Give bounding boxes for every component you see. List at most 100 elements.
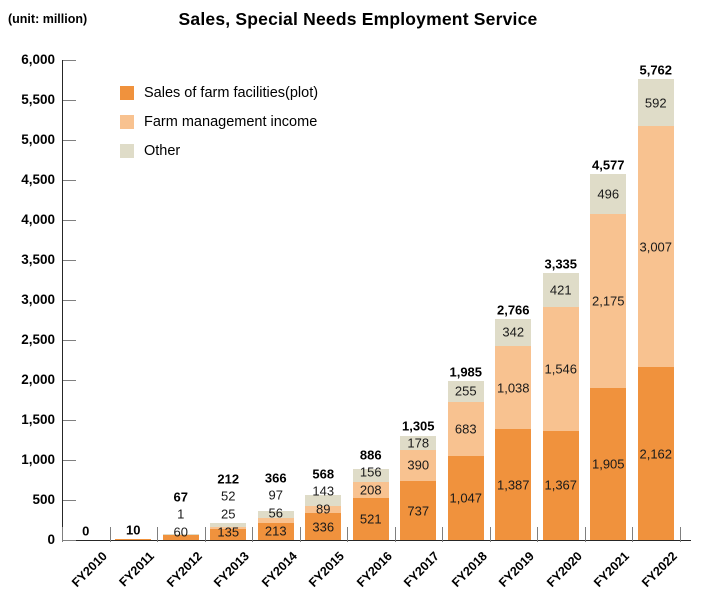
bar-segment-farm-management-FY2014	[257, 518, 294, 523]
legend-label-farm-facilities: Sales of farm facilities(plot)	[144, 84, 319, 101]
bar-segment-other-FY2019	[495, 318, 532, 346]
bar-segment-other-FY2013	[210, 523, 247, 528]
total-label-FY2020: 3,335	[544, 256, 578, 272]
value-label-farm-facilities-FY2019: 1,387	[496, 477, 530, 493]
bar-segment-farm-management-FY2017	[400, 449, 437, 482]
bar-segment-farm-facilities-FY2016	[352, 498, 389, 540]
value-label-other-FY2018: 255	[454, 383, 477, 399]
y-tick-mark	[63, 180, 76, 181]
bar-segment-farm-facilities-FY2019	[495, 429, 532, 540]
y-axis-tick-label: 3,000	[21, 292, 55, 307]
y-axis-line	[62, 60, 63, 541]
value-label-farm-facilities-FY2017: 737	[407, 503, 430, 519]
bar-FY2012	[162, 533, 199, 540]
value-label-other-FY2013: 52	[221, 488, 236, 504]
value-label-other-FY2019: 342	[502, 324, 525, 340]
total-label-FY2019: 2,766	[496, 302, 530, 318]
bar-segment-farm-management-FY2015	[305, 506, 342, 514]
y-axis-tick-label: 500	[32, 492, 55, 507]
value-label-farm-management-FY2013: 25	[221, 506, 236, 522]
x-tick-mark	[204, 527, 206, 542]
bar-FY2016	[352, 469, 389, 540]
legend-item-other: Other	[120, 136, 318, 165]
value-label-farm-management-FY2016: 208	[359, 482, 382, 498]
bar-FY2020	[542, 273, 579, 540]
y-axis-tick-label: 5,000	[21, 132, 55, 147]
bar-FY2018	[447, 381, 484, 540]
bar-segment-other-FY2021	[590, 173, 627, 214]
bar-segment-other-FY2022	[637, 79, 674, 127]
bar-segment-farm-management-FY2019	[495, 346, 532, 430]
bar-FY2019	[495, 318, 532, 540]
bar-segment-other-FY2018	[447, 381, 484, 402]
x-tick-mark	[157, 527, 158, 542]
bar-segment-farm-facilities-FY2020	[542, 430, 579, 540]
y-tick-mark	[63, 300, 76, 301]
x-tick-mark	[537, 527, 538, 542]
y-axis-tick-label: 2,000	[21, 372, 55, 387]
value-label-farm-facilities-FY2014: 213	[264, 523, 287, 539]
value-label-other-FY2022: 592	[644, 95, 667, 111]
bar-segment-other-FY2015	[305, 494, 342, 506]
bar-segment-farm-facilities-FY2015	[305, 513, 342, 540]
total-label-FY2014: 366	[264, 470, 287, 486]
legend-item-farm-management: Farm management income	[120, 107, 318, 136]
bar-segment-farm-facilities-FY2014	[257, 522, 294, 540]
value-label-farm-management-FY2019: 1,038	[496, 380, 530, 396]
bar-FY2017	[400, 435, 437, 540]
bar-segment-other-FY2012	[162, 533, 199, 535]
value-label-farm-facilities-FY2016: 521	[359, 511, 382, 527]
x-tick-mark	[632, 527, 633, 542]
value-label-farm-management-FY2017: 390	[407, 457, 430, 473]
x-tick-mark	[109, 527, 111, 542]
value-label-farm-management-FY2015: 89	[316, 501, 331, 517]
y-axis-tick-label: 1,500	[21, 412, 55, 427]
y-tick-mark	[63, 140, 76, 141]
value-label-other-FY2016: 156	[359, 464, 382, 480]
y-tick-mark	[63, 420, 76, 421]
y-tick-mark	[63, 460, 76, 461]
bar-FY2014	[257, 510, 294, 540]
x-tick-mark	[489, 527, 491, 542]
x-tick-mark	[394, 527, 396, 542]
bar-FY2013	[210, 523, 247, 540]
bar-segment-other-FY2020	[542, 273, 579, 307]
y-tick-mark	[63, 260, 76, 261]
total-label-FY2016: 886	[359, 447, 382, 463]
value-label-farm-management-FY2021: 2,175	[591, 293, 625, 309]
value-label-other-FY2014: 97	[268, 487, 283, 503]
y-tick-mark	[63, 220, 76, 221]
y-tick-mark	[63, 540, 76, 541]
y-axis-tick-label: 4,500	[21, 172, 55, 187]
bar-segment-farm-management-FY2020	[542, 306, 579, 431]
value-label-farm-management-FY2018: 683	[454, 421, 477, 437]
value-label-other-FY2020: 421	[549, 282, 572, 298]
y-axis-tick-label: 5,500	[21, 92, 55, 107]
y-axis-tick-label: 6,000	[21, 52, 55, 67]
y-axis-tick-label: 4,000	[21, 212, 55, 227]
x-axis-line	[62, 540, 691, 541]
value-label-farm-facilities-FY2015: 336	[312, 519, 335, 535]
y-tick-mark	[63, 60, 76, 61]
bar-segment-farm-facilities-FY2018	[447, 456, 484, 540]
x-tick-mark	[299, 527, 301, 542]
bar-segment-other-FY2016	[352, 469, 389, 482]
bar-segment-farm-facilities-FY2021	[590, 387, 627, 540]
y-axis-tick-label: 2,500	[21, 332, 55, 347]
bar-segment-farm-management-FY2018	[447, 401, 484, 457]
total-label-FY2018: 1,985	[449, 364, 483, 380]
legend-label-farm-management: Farm management income	[144, 113, 318, 130]
bar-segment-farm-facilities-FY2011	[115, 539, 152, 540]
bar-FY2011	[115, 539, 152, 540]
chart-title: Sales, Special Needs Employment Service	[178, 9, 538, 29]
value-label-farm-facilities-FY2018: 1,047	[449, 490, 483, 506]
value-label-farm-facilities-FY2021: 1,905	[591, 456, 625, 472]
value-label-other-FY2017: 178	[407, 435, 430, 451]
legend-item-farm-facilities: Sales of farm facilities(plot)	[120, 78, 318, 107]
total-label-FY2013: 212	[217, 471, 240, 487]
value-label-farm-facilities-FY2013: 135	[217, 524, 240, 540]
x-tick-mark	[252, 527, 253, 542]
bar-segment-farm-facilities-FY2012	[162, 535, 199, 540]
